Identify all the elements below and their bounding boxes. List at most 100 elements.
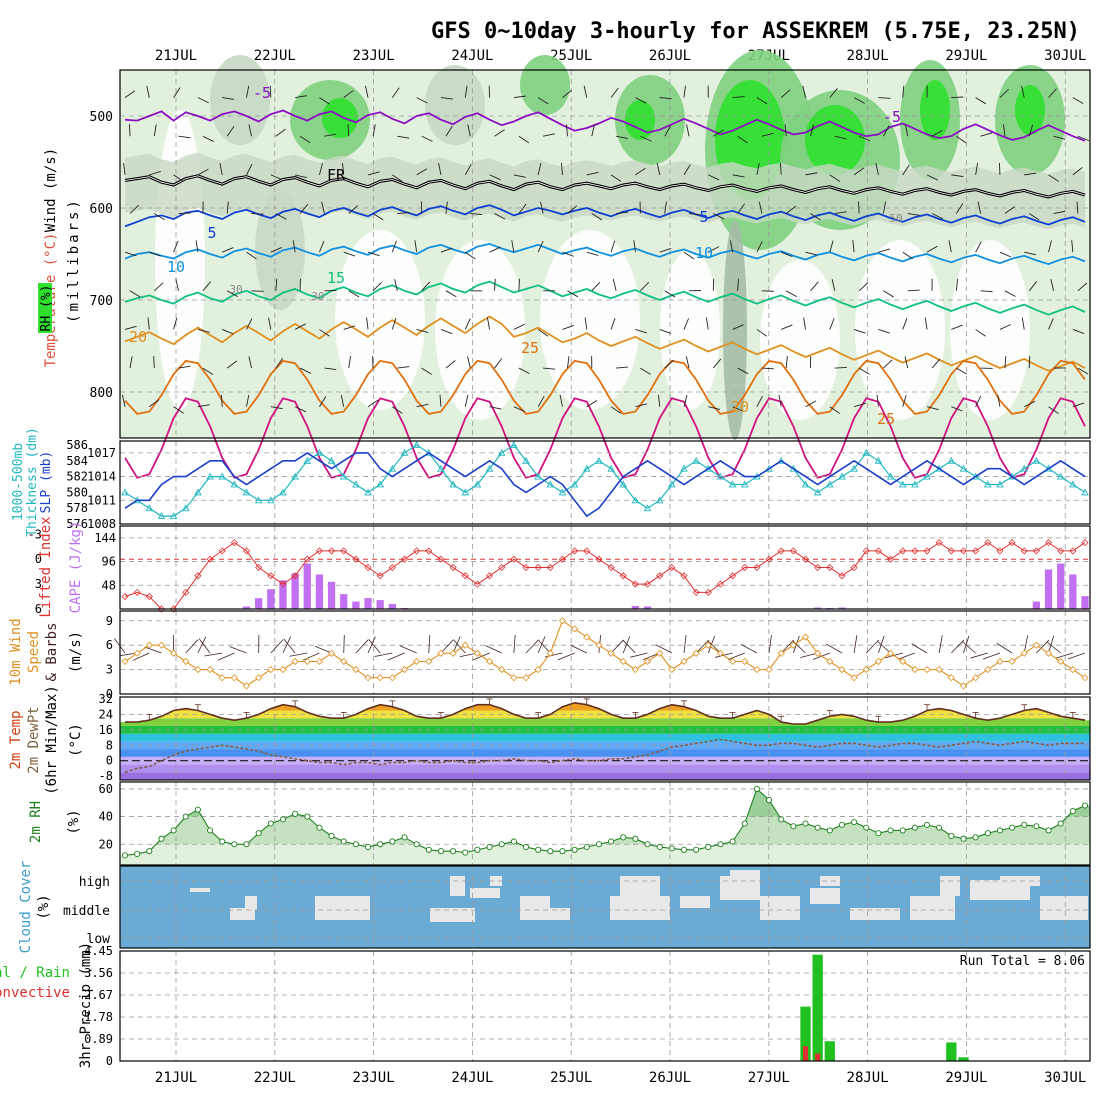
cloud-gap — [1040, 896, 1088, 920]
wind-barb — [366, 317, 369, 330]
rh-band — [120, 788, 1090, 817]
wind-barb — [570, 644, 587, 654]
wind-barb — [655, 644, 673, 654]
wind-barb — [367, 636, 376, 654]
li-marker — [1020, 547, 1028, 555]
wind-barb — [970, 652, 988, 659]
precip-label-conv: Convective — [0, 985, 70, 1001]
wind-barb — [1024, 251, 1037, 256]
thickness-marker — [874, 456, 883, 464]
wind-barb — [153, 124, 157, 137]
li-marker — [473, 580, 481, 588]
rh2m-marker — [875, 830, 882, 837]
rh2m-marker — [778, 816, 785, 823]
li-marker — [121, 592, 129, 601]
wind-marker — [862, 666, 870, 674]
wind-barb — [537, 636, 546, 654]
wind-barb — [584, 317, 588, 330]
upper-label-rh: RH (%) — [39, 285, 54, 332]
isotherm-20 — [124, 315, 1086, 372]
wind-barb — [348, 290, 360, 298]
li-marker — [340, 547, 348, 555]
wind-barb — [453, 639, 466, 654]
wind-barb — [561, 162, 563, 175]
wind-barb — [831, 279, 836, 291]
wind-barb — [513, 635, 516, 654]
rh2m-marker — [960, 835, 967, 842]
cape-bar — [643, 606, 652, 609]
wind-barb — [829, 318, 835, 330]
day-label-bottom: 27JUL — [748, 1070, 790, 1086]
wind-barb — [705, 317, 709, 330]
slp-axis-labels: 1000-500mb Thickness (dm) SLP (mb) — [11, 427, 54, 537]
wind-barb — [178, 135, 191, 139]
wind-barb — [924, 317, 928, 330]
thickness-marker — [218, 472, 226, 480]
wind-barb — [173, 87, 181, 98]
wind-marker — [291, 657, 299, 666]
rh2m-marker — [717, 841, 724, 848]
wind-barb — [518, 203, 527, 214]
li-marker — [923, 547, 931, 555]
li-marker — [571, 547, 579, 555]
thickness-marker — [206, 472, 214, 480]
wind-barb — [129, 356, 133, 369]
precip-tick: 1.78 — [84, 1010, 113, 1024]
rh2m-marker — [182, 813, 189, 820]
cloud-gap — [910, 896, 955, 920]
rh2m-marker — [1057, 820, 1064, 827]
wind-barb — [810, 213, 821, 221]
wind-barb — [283, 638, 296, 654]
temp-label-2: 2m DewPt — [26, 706, 42, 773]
slp-tick: 1011 — [87, 493, 116, 507]
wind-barb — [445, 201, 448, 214]
isotherm-5 — [124, 204, 1086, 228]
wind-marker — [315, 657, 323, 666]
wind-speed-line — [124, 619, 1086, 687]
wind-tick: 6 — [106, 638, 113, 652]
wind-barb — [858, 282, 869, 292]
thickness-marker — [558, 488, 567, 496]
wind-barb — [153, 356, 155, 369]
wind-barb — [1021, 85, 1025, 98]
rh2m-marker — [486, 843, 493, 851]
rh2m-marker — [1021, 821, 1028, 828]
wind-barb — [343, 90, 354, 98]
wind-barb — [124, 251, 137, 257]
rh2m-marker — [450, 848, 457, 855]
wind-barb — [144, 646, 162, 654]
wind-panel: 9 6 3 0 — [106, 610, 1091, 701]
wind-barb — [785, 205, 797, 214]
wind-barb — [792, 640, 806, 654]
wind-barb — [489, 406, 502, 410]
thickness-marker — [522, 456, 530, 464]
wind-barb — [518, 278, 520, 291]
rh2m-marker — [802, 820, 809, 827]
wind-barb — [931, 358, 941, 369]
wind-barb — [367, 251, 380, 257]
thickness-marker — [182, 504, 190, 512]
wind-barb — [567, 290, 579, 298]
wind-marker — [498, 666, 506, 674]
li-marker — [1032, 547, 1040, 555]
day-label-bottom: 28JUL — [847, 1070, 889, 1086]
wind-barb — [955, 278, 959, 291]
wind-barb — [779, 162, 782, 175]
precip-label-3hr: 3hr Precip (mm) — [78, 942, 94, 1068]
wind-barb — [132, 652, 150, 661]
wind-barb — [713, 129, 724, 137]
wind-barb — [610, 240, 616, 253]
upper-y-tick: 800 — [90, 386, 113, 401]
wind-barb — [355, 639, 369, 654]
rh2m-marker — [194, 806, 201, 813]
li-marker — [1081, 539, 1089, 547]
cloud-tick: high — [79, 875, 110, 890]
thickness-marker — [291, 472, 299, 480]
wind-barb — [640, 135, 652, 142]
wind-barb — [387, 652, 405, 661]
rh2m-marker — [158, 835, 165, 842]
cloud-gap — [430, 908, 475, 922]
wind-barb — [464, 394, 469, 407]
temp-tick: 32 — [99, 692, 113, 706]
thickness-marker — [777, 456, 785, 464]
